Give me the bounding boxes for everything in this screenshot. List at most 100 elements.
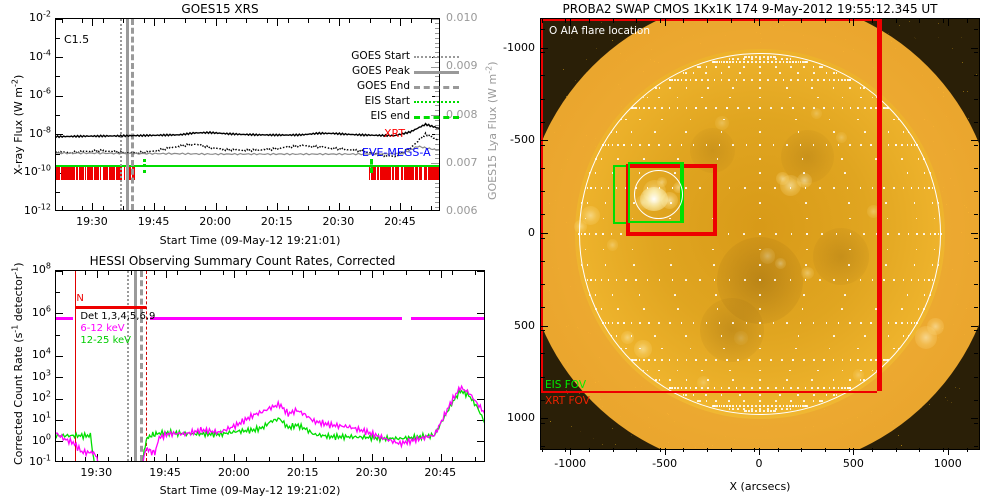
grid-dot: [719, 61, 721, 63]
grid-dot: [608, 322, 610, 324]
grid-dot: [751, 408, 753, 410]
grid-dot: [759, 370, 761, 372]
sun-xtick-minor: [896, 448, 897, 452]
grid-dot: [803, 294, 805, 296]
sun-ytick-minor-right: [974, 307, 978, 308]
grid-dot: [783, 79, 785, 81]
goes-ytick-mant: 10: [29, 11, 43, 24]
grid-dot: [620, 348, 622, 350]
hessi-xtick-label: 20:00: [218, 466, 250, 479]
grid-dot: [655, 87, 657, 89]
grid-dot: [786, 61, 788, 63]
grid-dot: [590, 279, 592, 281]
grid-dot: [601, 158, 603, 160]
hessi-night-flag-label: N: [76, 293, 83, 304]
grid-dot: [803, 400, 805, 402]
sun-xtick-label: -500: [652, 457, 677, 470]
grid-dot: [661, 359, 663, 361]
grid-dot: [677, 308, 679, 310]
grid-dot: [669, 359, 671, 361]
sun-noise-pixel: [899, 25, 900, 26]
grid-dot: [798, 335, 800, 337]
grid-dot: [743, 405, 745, 407]
grid-dot: [811, 387, 813, 389]
sun-ytick-minor: [541, 423, 545, 424]
hessi-ytick-label: 103: [32, 370, 51, 383]
sun-noise-pixel: [959, 388, 960, 389]
sun-noise-pixel: [601, 22, 602, 23]
grid-dot: [928, 187, 930, 189]
grid-dot: [617, 158, 619, 160]
grid-dot: [885, 264, 887, 266]
solar-image[interactable]: O AIA flare location EIS FOV XRT FOV: [540, 18, 980, 450]
grid-dot: [759, 61, 761, 63]
hessi-ytick-label: 100: [32, 434, 51, 447]
eis-fov-label: EIS FOV: [545, 379, 586, 391]
grid-dot: [860, 187, 862, 189]
grid-dot: [844, 79, 846, 81]
grid-dot: [728, 66, 730, 68]
sun-noise-pixel: [571, 426, 572, 427]
hessi-ytick-mant: 10: [32, 370, 46, 383]
hessi-series-svg: [56, 271, 484, 461]
sun-noise-pixel: [580, 431, 581, 432]
grid-dot: [751, 387, 753, 389]
grid-dot: [813, 359, 815, 361]
grid-dot: [726, 359, 728, 361]
grid-dot: [759, 348, 761, 350]
sun-xtick-minor: [613, 448, 614, 452]
sun-ytick-minor: [541, 214, 545, 215]
grid-dot: [759, 294, 761, 296]
goes-ytick-label: 10-4: [29, 50, 51, 63]
grid-dot: [715, 294, 717, 296]
sun-xtick-minor-top: [943, 19, 944, 23]
grid-dot: [779, 61, 781, 63]
grid-dot: [759, 322, 761, 324]
grid-dot: [658, 322, 660, 324]
grid-dot: [786, 405, 788, 407]
grid-dot: [706, 66, 708, 68]
sun-xtick-minor-top: [589, 19, 590, 23]
grid-dot: [860, 370, 862, 372]
grid-dot: [883, 107, 885, 109]
grid-dot: [893, 187, 895, 189]
grid-dot: [759, 233, 761, 235]
sun-noise-pixel: [967, 91, 968, 92]
grid-dot: [743, 387, 745, 389]
grid-dot: [674, 294, 676, 296]
grid-dot: [701, 79, 703, 81]
grid-dot: [864, 359, 866, 361]
hessi-y-axis-label: Corrected Count Rate (s-1 detector-1): [12, 262, 25, 465]
grid-dot: [674, 387, 676, 389]
sun-ytick-minor-right: [974, 214, 978, 215]
sun-ytick: [541, 48, 548, 49]
grid-dot: [805, 405, 807, 407]
grid-dot: [932, 279, 934, 281]
goes-right-ytick-label: 0.006: [446, 204, 478, 217]
grid-dot: [842, 107, 844, 109]
sun-xtick-minor: [636, 448, 637, 452]
grid-dot: [779, 405, 781, 407]
goes-ytick-label: 10-12: [24, 204, 51, 217]
grid-dot: [849, 87, 851, 89]
grid-dot: [739, 72, 741, 74]
grid-dot: [623, 322, 625, 324]
grid-dot: [895, 144, 897, 146]
grid-dot: [670, 264, 672, 266]
grid-dot: [887, 233, 889, 235]
grid-dot: [803, 66, 805, 68]
grid-dot: [819, 279, 821, 281]
sun-noise-pixel: [575, 80, 576, 81]
grid-dot: [857, 107, 859, 109]
grid-dot: [786, 322, 788, 324]
hessi-ytick-label: 104: [32, 348, 51, 361]
grid-dot: [683, 72, 685, 74]
sun-ytick-minor: [541, 446, 545, 447]
grid-dot: [648, 359, 650, 361]
grid-dot: [631, 131, 633, 133]
sun-noise-pixel: [952, 48, 953, 49]
grid-dot: [849, 144, 851, 146]
grid-dot: [677, 387, 679, 389]
grid-dot: [774, 279, 776, 281]
grid-dot: [770, 56, 772, 58]
